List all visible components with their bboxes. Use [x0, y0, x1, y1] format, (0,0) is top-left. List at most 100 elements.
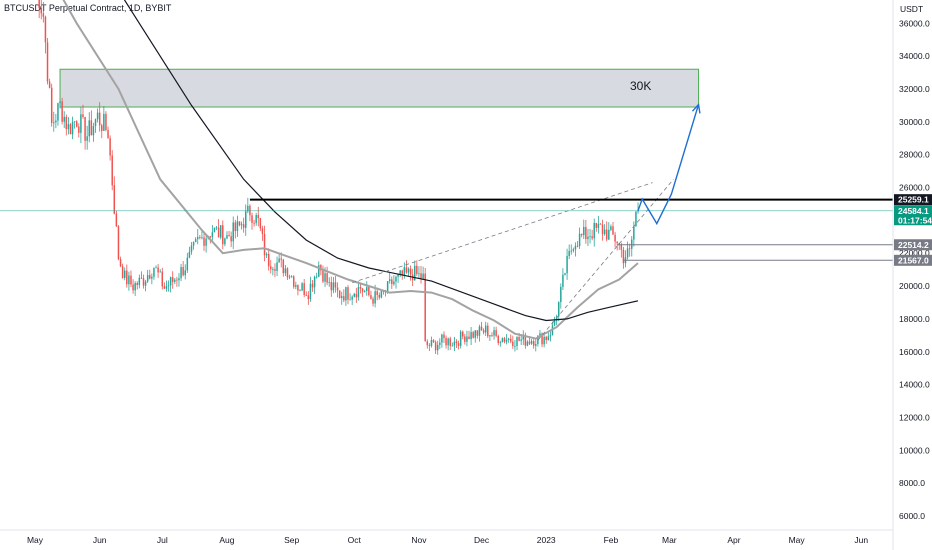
candle-body	[169, 277, 172, 286]
moving-average-200	[123, 0, 639, 322]
price-tag-support-1: 22514.2	[894, 239, 932, 251]
candle	[368, 287, 370, 297]
candle	[593, 218, 595, 247]
candle-body	[378, 294, 381, 298]
candle	[228, 231, 230, 237]
candle	[637, 202, 639, 214]
candle	[115, 210, 118, 227]
candle-body	[186, 257, 189, 271]
candle-body	[409, 268, 412, 275]
candle	[482, 328, 485, 335]
candle-body	[140, 277, 143, 279]
candle-body	[574, 245, 577, 250]
candle-body	[236, 221, 239, 232]
candle	[457, 340, 460, 350]
moving-average-50	[62, 0, 639, 340]
candle-body	[94, 119, 97, 127]
candle	[560, 283, 562, 309]
candle	[388, 272, 391, 284]
candle-body	[299, 290, 301, 292]
projection-arrow-head	[691, 103, 701, 114]
candle-body	[599, 223, 602, 225]
candle	[282, 258, 285, 277]
candle-body	[270, 266, 272, 270]
candle-body	[318, 265, 320, 277]
candle	[140, 271, 143, 280]
candle	[153, 267, 155, 280]
candle	[397, 273, 399, 283]
candle	[244, 204, 247, 236]
price-tag-support-2: 21567.0	[894, 254, 932, 266]
candle-body	[311, 283, 314, 288]
candle	[117, 225, 120, 261]
candle	[71, 116, 74, 140]
candle	[128, 271, 130, 291]
candle-body	[75, 121, 78, 127]
candle	[284, 265, 287, 276]
candle	[270, 260, 272, 274]
candle	[315, 272, 318, 279]
candle	[190, 241, 193, 255]
candle	[188, 246, 191, 259]
candle	[393, 275, 395, 286]
candle	[464, 333, 466, 345]
candle-body	[88, 120, 91, 137]
candle	[330, 276, 333, 297]
y-tick-label: 32000.0	[899, 84, 930, 94]
candle-body	[430, 340, 433, 346]
candle-body	[487, 325, 489, 337]
candle	[509, 334, 512, 344]
candle	[230, 231, 232, 248]
candle	[61, 97, 63, 125]
candle	[583, 219, 585, 240]
candle	[610, 224, 612, 232]
candle	[557, 301, 560, 322]
candle	[259, 218, 262, 232]
candle	[263, 225, 266, 262]
candle-body	[184, 270, 186, 276]
candle-body	[395, 276, 397, 282]
candle-body	[587, 236, 589, 240]
candle	[549, 331, 552, 342]
candle-body	[489, 335, 491, 337]
candle-body	[509, 338, 512, 342]
candle	[107, 126, 109, 139]
candle	[199, 235, 201, 240]
candle	[355, 287, 358, 303]
candle-body	[188, 251, 191, 258]
candle-body	[284, 268, 287, 274]
candle	[378, 292, 381, 300]
candle-body	[92, 126, 95, 136]
candle-body	[503, 338, 506, 342]
candle-body	[631, 239, 633, 249]
candle-body	[247, 205, 249, 212]
candle-body	[380, 291, 383, 298]
candle	[276, 256, 278, 277]
candle-body	[439, 342, 441, 345]
candle-body	[107, 130, 109, 139]
candle	[359, 283, 362, 294]
candle	[420, 266, 422, 284]
candle-body	[576, 245, 579, 247]
candle	[272, 266, 274, 276]
candle-body	[330, 282, 333, 291]
candle	[192, 241, 195, 250]
candle-body	[447, 338, 449, 346]
candle-body	[205, 238, 207, 246]
candle-body	[601, 224, 604, 235]
candle-body	[244, 211, 247, 228]
candle-body	[397, 274, 399, 277]
candle	[88, 112, 91, 143]
candle	[434, 340, 437, 354]
candle	[65, 114, 68, 136]
candle-body	[40, 8, 43, 14]
y-tick-label: 14000.0	[899, 380, 930, 390]
candle-body	[86, 136, 88, 141]
candle	[167, 280, 170, 292]
candle-body	[286, 268, 289, 278]
candle	[505, 334, 508, 345]
candle-body	[201, 237, 203, 239]
y-tick-label: 36000.0	[899, 18, 930, 28]
candle	[347, 285, 349, 305]
